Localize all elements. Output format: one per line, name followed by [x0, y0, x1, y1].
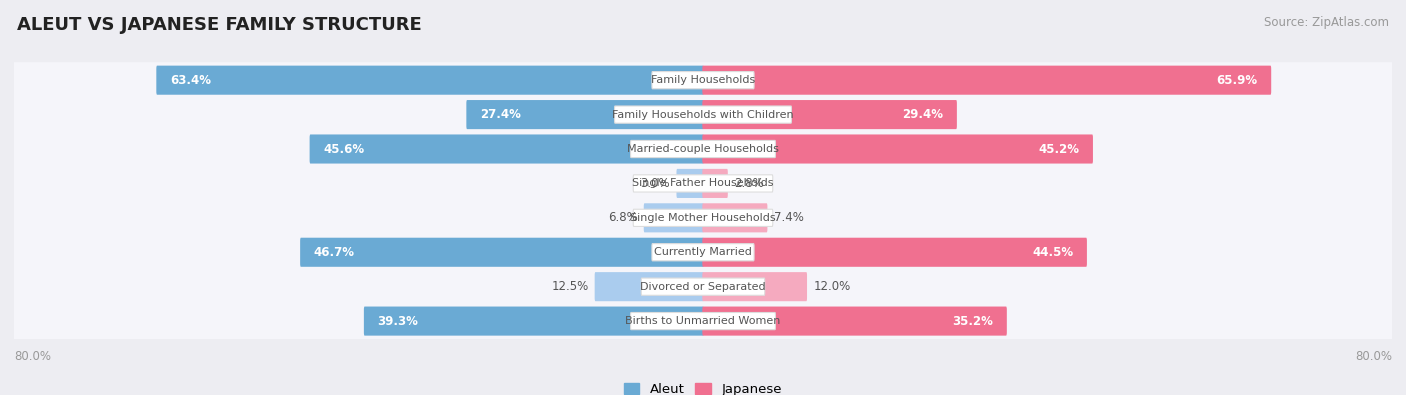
FancyBboxPatch shape: [156, 66, 703, 95]
FancyBboxPatch shape: [652, 244, 754, 261]
FancyBboxPatch shape: [676, 169, 703, 198]
FancyBboxPatch shape: [703, 134, 1092, 164]
Text: 3.0%: 3.0%: [641, 177, 671, 190]
FancyBboxPatch shape: [1, 269, 1405, 305]
FancyBboxPatch shape: [703, 307, 1007, 336]
FancyBboxPatch shape: [633, 209, 773, 226]
Text: 7.4%: 7.4%: [773, 211, 803, 224]
Text: 80.0%: 80.0%: [1355, 350, 1392, 363]
Text: 45.6%: 45.6%: [323, 143, 364, 156]
Text: Family Households with Children: Family Households with Children: [612, 109, 794, 120]
Text: 27.4%: 27.4%: [479, 108, 520, 121]
FancyBboxPatch shape: [364, 307, 703, 336]
Text: 45.2%: 45.2%: [1039, 143, 1080, 156]
FancyBboxPatch shape: [1, 200, 1405, 236]
FancyBboxPatch shape: [703, 100, 957, 129]
Text: 29.4%: 29.4%: [903, 108, 943, 121]
Text: Single Mother Households: Single Mother Households: [630, 213, 776, 223]
FancyBboxPatch shape: [309, 134, 703, 164]
FancyBboxPatch shape: [1, 62, 1405, 98]
Text: 44.5%: 44.5%: [1032, 246, 1073, 259]
Text: 80.0%: 80.0%: [14, 350, 51, 363]
Text: 12.0%: 12.0%: [813, 280, 851, 293]
Text: Source: ZipAtlas.com: Source: ZipAtlas.com: [1264, 16, 1389, 29]
FancyBboxPatch shape: [703, 66, 1271, 95]
Text: Family Households: Family Households: [651, 75, 755, 85]
Legend: Aleut, Japanese: Aleut, Japanese: [619, 378, 787, 395]
FancyBboxPatch shape: [630, 140, 776, 158]
Text: 35.2%: 35.2%: [952, 314, 993, 327]
Text: Divorced or Separated: Divorced or Separated: [640, 282, 766, 292]
FancyBboxPatch shape: [703, 203, 768, 232]
Text: 63.4%: 63.4%: [170, 74, 211, 87]
FancyBboxPatch shape: [703, 272, 807, 301]
FancyBboxPatch shape: [1, 96, 1405, 133]
Text: 12.5%: 12.5%: [551, 280, 589, 293]
Text: 46.7%: 46.7%: [314, 246, 354, 259]
FancyBboxPatch shape: [652, 71, 754, 89]
Text: 6.8%: 6.8%: [607, 211, 637, 224]
Text: 2.8%: 2.8%: [734, 177, 763, 190]
FancyBboxPatch shape: [703, 238, 1087, 267]
FancyBboxPatch shape: [703, 169, 728, 198]
FancyBboxPatch shape: [614, 106, 792, 123]
Text: Single Father Households: Single Father Households: [633, 179, 773, 188]
Text: Births to Unmarried Women: Births to Unmarried Women: [626, 316, 780, 326]
FancyBboxPatch shape: [633, 175, 773, 192]
FancyBboxPatch shape: [641, 278, 765, 295]
Text: Married-couple Households: Married-couple Households: [627, 144, 779, 154]
FancyBboxPatch shape: [1, 234, 1405, 270]
Text: 65.9%: 65.9%: [1216, 74, 1257, 87]
FancyBboxPatch shape: [467, 100, 703, 129]
FancyBboxPatch shape: [299, 238, 703, 267]
Text: Currently Married: Currently Married: [654, 247, 752, 257]
FancyBboxPatch shape: [630, 312, 776, 330]
FancyBboxPatch shape: [595, 272, 703, 301]
FancyBboxPatch shape: [1, 131, 1405, 167]
FancyBboxPatch shape: [644, 203, 703, 232]
Text: 39.3%: 39.3%: [377, 314, 419, 327]
FancyBboxPatch shape: [1, 303, 1405, 339]
FancyBboxPatch shape: [1, 166, 1405, 201]
Text: ALEUT VS JAPANESE FAMILY STRUCTURE: ALEUT VS JAPANESE FAMILY STRUCTURE: [17, 16, 422, 34]
